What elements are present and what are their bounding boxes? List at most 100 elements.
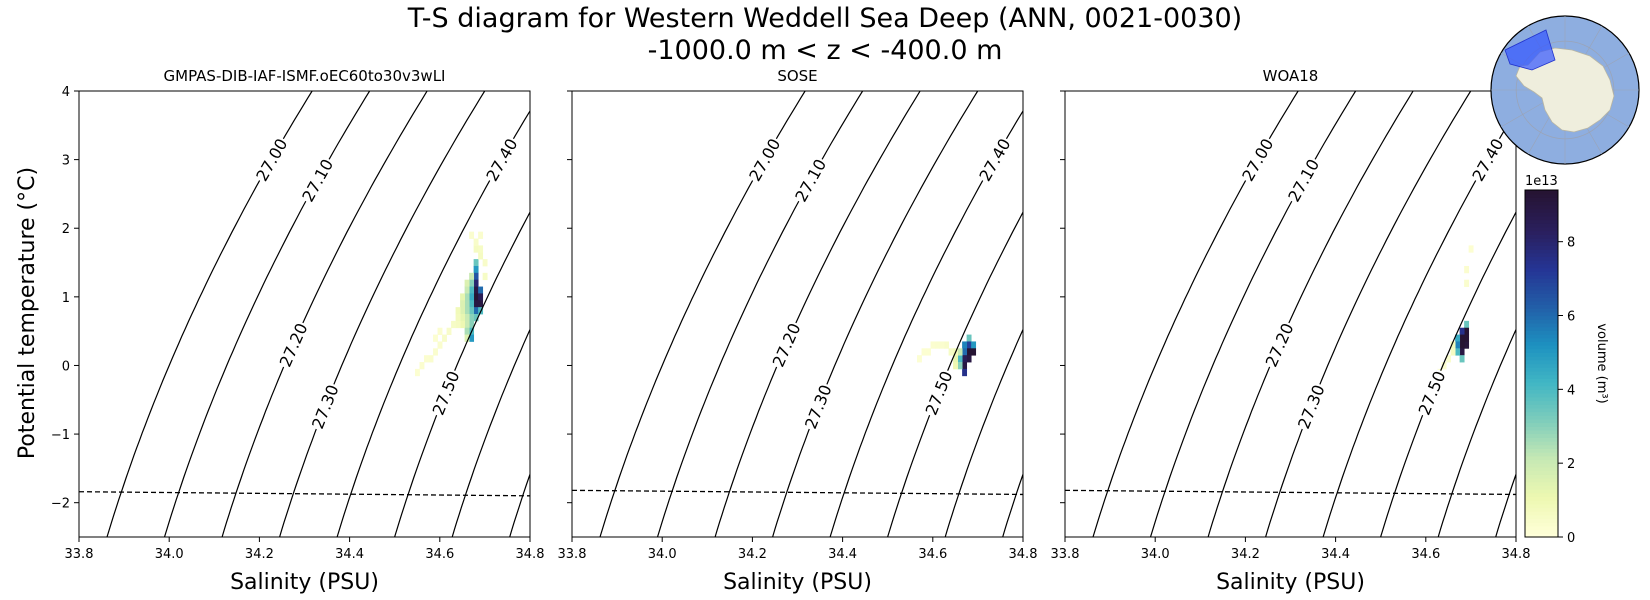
volume-cell <box>1459 348 1465 356</box>
density-contour <box>1207 91 1414 537</box>
volume-cell <box>451 320 456 329</box>
colorbar-segment <box>1525 393 1558 398</box>
x-tick-label: 34.0 <box>1141 547 1170 562</box>
volume-histogram <box>917 334 977 377</box>
density-contour <box>451 328 530 537</box>
figure-title-line1: T-S diagram for Western Weddell Sea Deep… <box>407 3 1242 34</box>
density-contour <box>394 210 530 537</box>
colorbar-segment <box>1525 345 1558 350</box>
freezing-line <box>571 489 1024 496</box>
colorbar-segment <box>1525 300 1558 306</box>
volume-cell <box>464 314 470 322</box>
volume-cell <box>464 300 470 308</box>
plot-frame <box>571 90 1024 538</box>
volume-cell <box>1459 334 1465 342</box>
volume-cell <box>473 259 479 267</box>
density-contour <box>714 91 921 537</box>
colorbar-tick-label: 4 <box>1567 383 1575 398</box>
volume-cell <box>414 368 420 377</box>
volume-cell <box>433 334 438 342</box>
colorbar-segment <box>1525 370 1558 376</box>
volume-cell <box>1455 348 1461 356</box>
volume-cell <box>962 368 968 377</box>
colorbar-tick-label: 2 <box>1567 457 1575 472</box>
volume-cell <box>464 279 470 287</box>
colorbar-segment <box>1525 433 1558 438</box>
volume-cell <box>1464 320 1470 329</box>
volume-cell <box>1464 334 1470 342</box>
volume-cell <box>478 286 484 294</box>
x-axis-label: Salinity (PSU) <box>1216 570 1365 595</box>
antarctica-land <box>1515 47 1615 133</box>
volume-cell <box>948 348 954 356</box>
colorbar-segment <box>1525 415 1558 420</box>
colorbar-segment <box>1525 529 1558 534</box>
volume-cell <box>482 259 488 267</box>
plot-frame <box>1064 90 1517 538</box>
colorbar-segment <box>1525 282 1558 287</box>
colorbar-segment <box>1525 367 1558 372</box>
volume-cell <box>478 300 484 308</box>
colorbar-tick-label: 6 <box>1567 310 1575 325</box>
y-tick-label: 2 <box>62 222 70 237</box>
volume-cell <box>966 355 972 363</box>
volume-cell <box>464 293 470 301</box>
colorbar-segment <box>1525 492 1558 497</box>
antarctica-region-map-icon <box>1490 15 1640 165</box>
colorbar-segment <box>1525 234 1558 239</box>
colorbar-multiplier: 1e13 <box>1525 174 1558 189</box>
colorbar-segment <box>1525 533 1558 538</box>
colorbar-segment <box>1525 197 1558 202</box>
density-contour <box>1437 328 1516 537</box>
colorbar-segment <box>1525 407 1558 413</box>
colorbar: 0 2 4 6 8 1e13 volume (m³) <box>1524 174 1609 546</box>
x-tick-label: 33.8 <box>1051 547 1080 562</box>
colorbar-segment <box>1525 503 1558 509</box>
colorbar-segment <box>1525 256 1558 261</box>
volume-cell <box>957 362 963 370</box>
colorbar-segment <box>1525 330 1558 335</box>
colorbar-segment <box>1525 477 1558 483</box>
x-tick-label: 34.0 <box>648 547 677 562</box>
volume-cell <box>926 348 931 356</box>
colorbar-segment <box>1525 304 1558 309</box>
colorbar-segment <box>1525 404 1558 409</box>
x-axis-label: Salinity (PSU) <box>723 570 872 595</box>
x-tick-label: 34.4 <box>1321 547 1350 562</box>
colorbar-segment <box>1525 333 1558 339</box>
colorbar-segment <box>1525 459 1558 464</box>
volume-cell <box>446 327 452 335</box>
colorbar-segment <box>1525 289 1558 294</box>
density-contour <box>1611 91 1650 537</box>
volume-cell <box>469 334 475 342</box>
colorbar-tick-label: 8 <box>1567 236 1575 251</box>
colorbar-segment <box>1525 426 1558 431</box>
colorbar-segment <box>1525 514 1558 520</box>
colorbar-segment <box>1525 385 1558 390</box>
x-tick-label: 34.0 <box>155 547 184 562</box>
volume-cell <box>460 300 466 308</box>
colorbar-segment <box>1525 489 1558 494</box>
density-contour <box>944 328 1023 537</box>
x-tick-label: 34.6 <box>918 547 947 562</box>
colorbar-segment <box>1525 455 1558 461</box>
volume-cell <box>469 293 475 301</box>
colorbar-segment <box>1525 230 1558 235</box>
volume-cell <box>473 307 479 315</box>
plot-area <box>572 91 1023 537</box>
colorbar-segment <box>1525 215 1558 221</box>
volume-cell <box>1459 327 1465 335</box>
colorbar-segment <box>1525 441 1558 446</box>
volume-cell <box>469 314 475 322</box>
y-tick-label: 0 <box>62 359 70 374</box>
colorbar-frame <box>1524 189 1559 538</box>
volume-cell <box>473 314 479 322</box>
x-tick-label: 34.2 <box>1231 547 1260 562</box>
volume-cell <box>473 245 479 253</box>
x-axis-label: Salinity (PSU) <box>230 570 379 595</box>
colorbar-segment <box>1525 190 1558 195</box>
colorbar-segment <box>1525 208 1558 213</box>
volume-cell <box>469 307 475 315</box>
density-contour <box>887 210 1023 537</box>
colorbar-segment <box>1525 223 1558 228</box>
